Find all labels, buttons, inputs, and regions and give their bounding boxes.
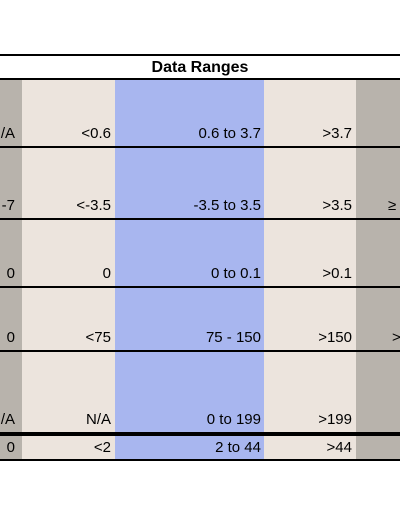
table-cell: /A (0, 411, 15, 428)
table-cell: >199 (318, 411, 352, 428)
column-background-blue (115, 80, 264, 461)
column-background-left-grey (0, 80, 22, 461)
table-cell: >150 (318, 329, 352, 346)
table-cell: /A (0, 125, 15, 142)
table-cell: 0 to 0.1 (210, 265, 261, 282)
table-cell: 0 to 199 (206, 411, 261, 428)
column-background-beige-2 (264, 80, 356, 461)
table-cell: 0 (102, 265, 111, 282)
table-cell: <75 (85, 329, 111, 346)
table-row: 0 0 0 to 0.1 >0.1 (0, 220, 400, 288)
table-cell: 0 (6, 329, 15, 346)
table-cell: 0.6 to 3.7 (198, 125, 261, 142)
table-cell: -7 (1, 197, 15, 214)
table-cell: <0.6 (81, 125, 111, 142)
table-cell: >0.1 (322, 265, 352, 282)
table-cell: 0 (6, 265, 15, 282)
table-cell: -3.5 to 3.5 (193, 197, 261, 214)
column-background-right-grey (356, 80, 400, 461)
table-cell: 75 - 150 (205, 329, 261, 346)
table-row: 0 <75 75 - 150 >150 > (0, 288, 400, 352)
table-cell: > (392, 329, 400, 346)
table-cell: <2 (93, 439, 111, 456)
table-cell: N/A (85, 411, 111, 428)
table-cell: ≥ (388, 197, 397, 214)
data-ranges-table: Data Ranges /A <0.6 0.6 to 3.7 >3.7 -7 <… (0, 54, 400, 461)
table-cell: 0 (6, 439, 15, 456)
table-row: 0 <2 2 to 44 >44 (0, 434, 400, 461)
table-row: /A <0.6 0.6 to 3.7 >3.7 (0, 80, 400, 148)
table-cell: 2 to 44 (215, 439, 261, 456)
table-title: Data Ranges (0, 54, 400, 80)
table-row: /A N/A 0 to 199 >199 (0, 352, 400, 434)
table-cell: >44 (326, 439, 352, 456)
column-background-beige-1 (22, 80, 115, 461)
table-cell: <-3.5 (76, 197, 111, 214)
table-row: -7 <-3.5 -3.5 to 3.5 >3.5 ≥ (0, 148, 400, 220)
table-cell: >3.7 (322, 125, 352, 142)
table-cell: >3.5 (322, 197, 352, 214)
